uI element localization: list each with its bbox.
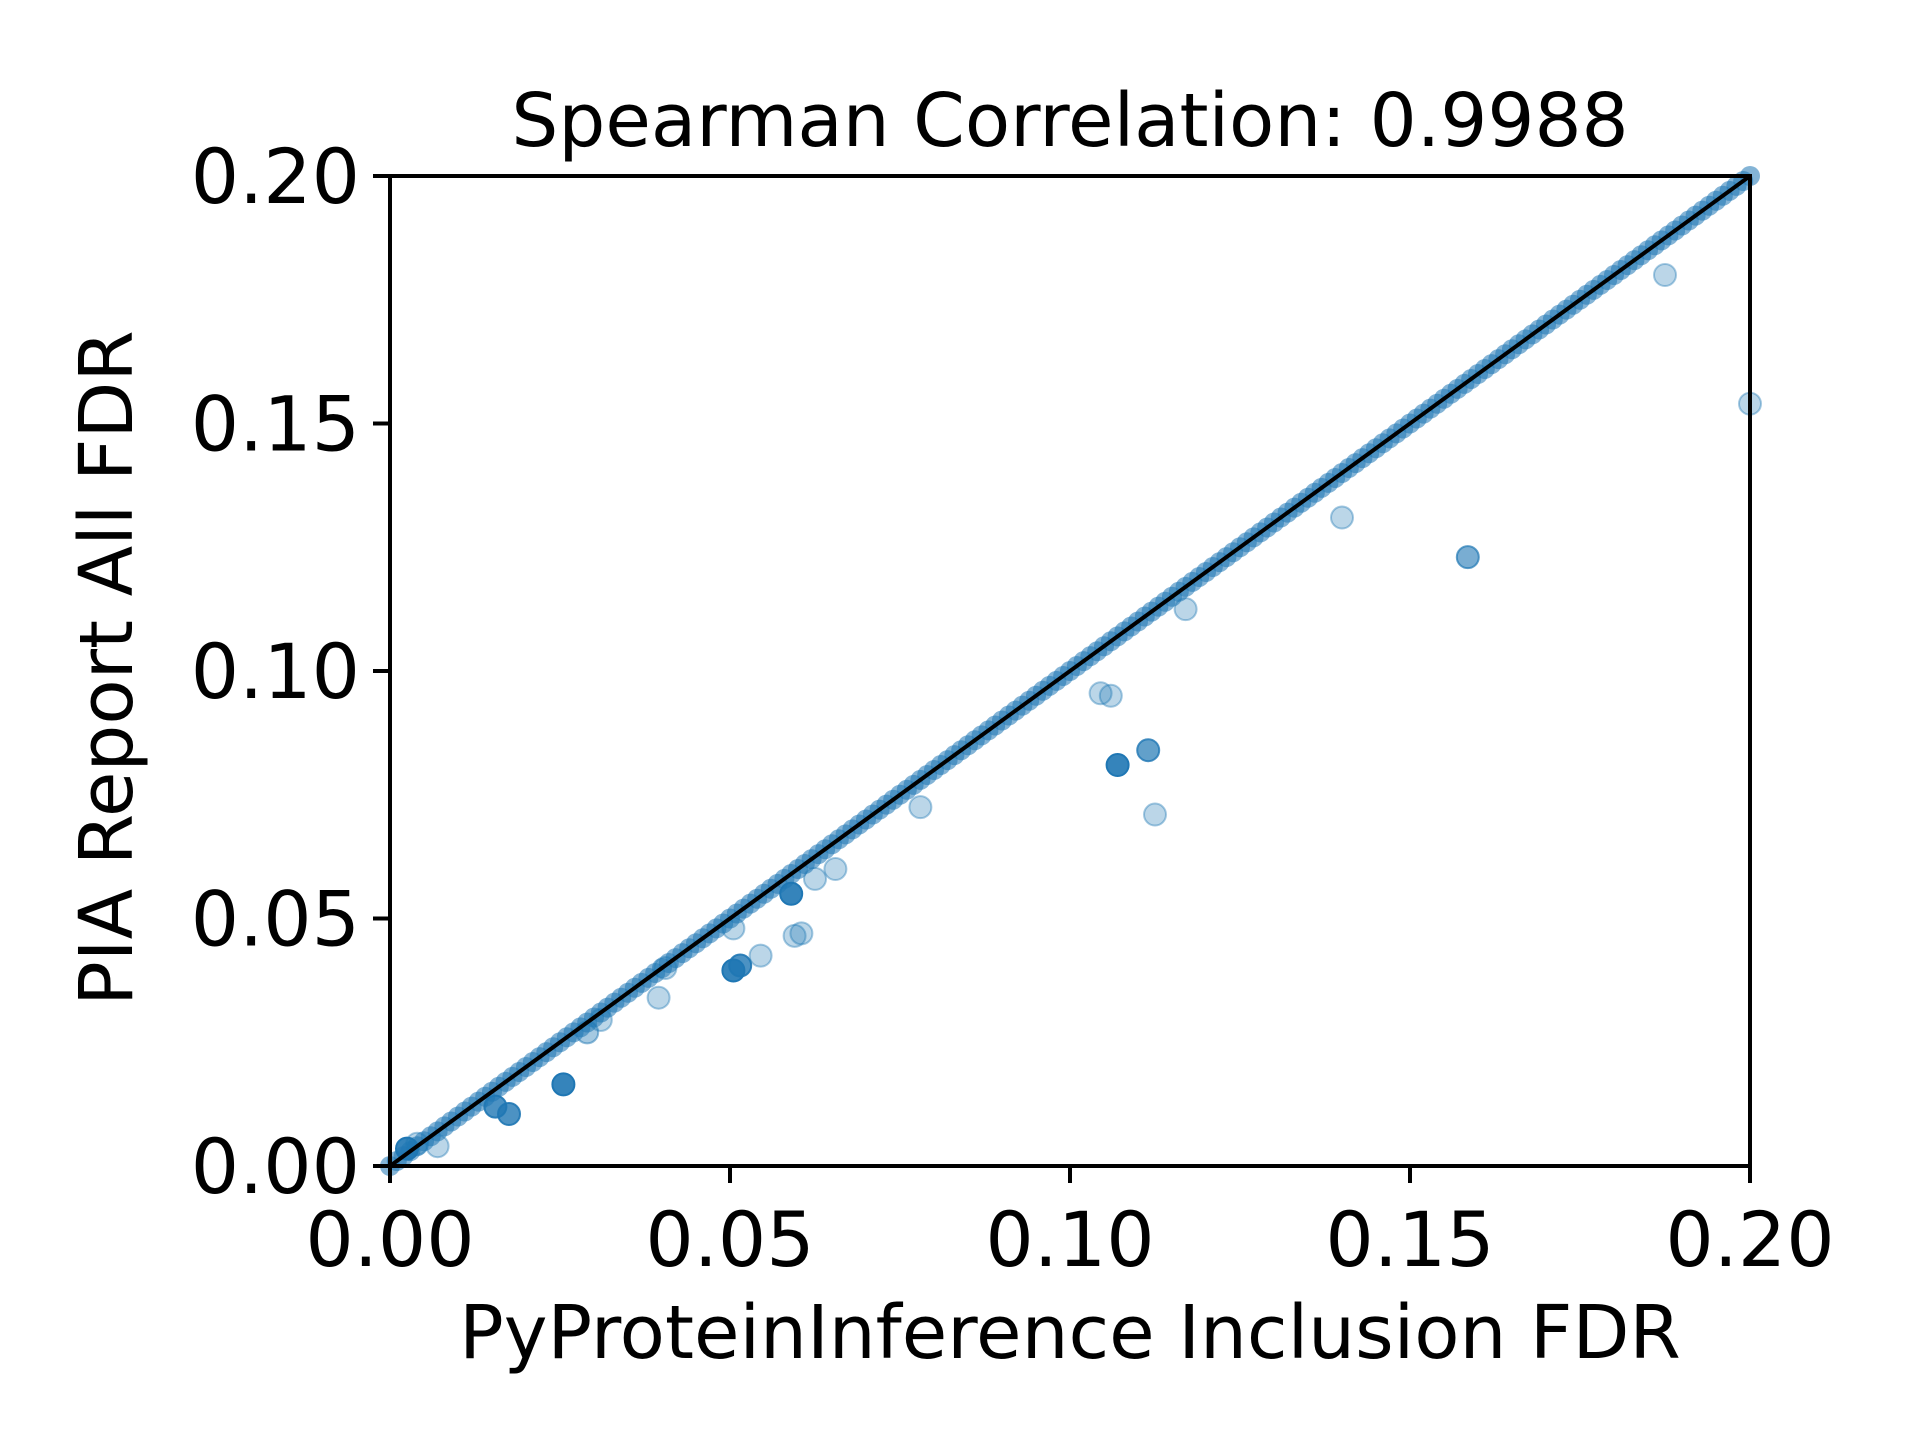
data-point <box>395 1136 419 1161</box>
y-tick-label: 0.05 <box>191 875 360 964</box>
x-tick-label: 0.00 <box>305 1195 474 1284</box>
data-point <box>779 881 804 906</box>
data-point <box>1330 505 1354 530</box>
data-point <box>782 923 807 948</box>
data-point <box>789 921 814 946</box>
data-point <box>1136 738 1161 763</box>
y-tick-label: 0.15 <box>191 380 360 469</box>
data-point <box>908 795 933 820</box>
y-axis-ticks: 0.00 0.05 0.10 0.15 0.20 <box>191 132 390 1211</box>
x-tick-label: 0.10 <box>985 1195 1154 1284</box>
x-tick-label: 0.05 <box>645 1195 814 1284</box>
x-axis-ticks: 0.00 0.05 0.10 0.15 0.20 <box>305 1166 1835 1284</box>
data-point <box>497 1102 521 1127</box>
x-axis-label: PyProteinInference Inclusion FDR <box>459 1290 1681 1376</box>
data-point <box>1105 753 1130 778</box>
x-tick-label: 0.20 <box>1665 1195 1834 1284</box>
data-point <box>1653 263 1677 287</box>
chart-title: Spearman Correlation: 0.9988 <box>511 78 1628 164</box>
data-point <box>748 943 773 968</box>
data-point <box>803 866 827 891</box>
data-point <box>646 985 671 1010</box>
data-point <box>823 857 848 881</box>
y-tick-label: 0.20 <box>191 132 360 221</box>
data-point <box>1143 802 1167 827</box>
y-axis-label: PIA Report All FDR <box>64 330 150 1006</box>
data-point <box>551 1072 576 1097</box>
plot-area: 0.00 0.05 0.10 0.15 0.20 0.00 0.05 0.10 0.15 0.20 <box>191 132 1835 1284</box>
data-point <box>1088 681 1113 706</box>
y-tick-label: 0.10 <box>191 627 360 716</box>
data-point <box>728 953 753 978</box>
data-point <box>1098 683 1123 708</box>
reference-line <box>388 174 1752 1168</box>
x-tick-label: 0.15 <box>1325 1195 1494 1284</box>
y-tick-label: 0.00 <box>191 1122 360 1211</box>
data-point <box>425 1134 450 1159</box>
data-point <box>1455 545 1480 570</box>
data-point <box>1173 597 1198 622</box>
